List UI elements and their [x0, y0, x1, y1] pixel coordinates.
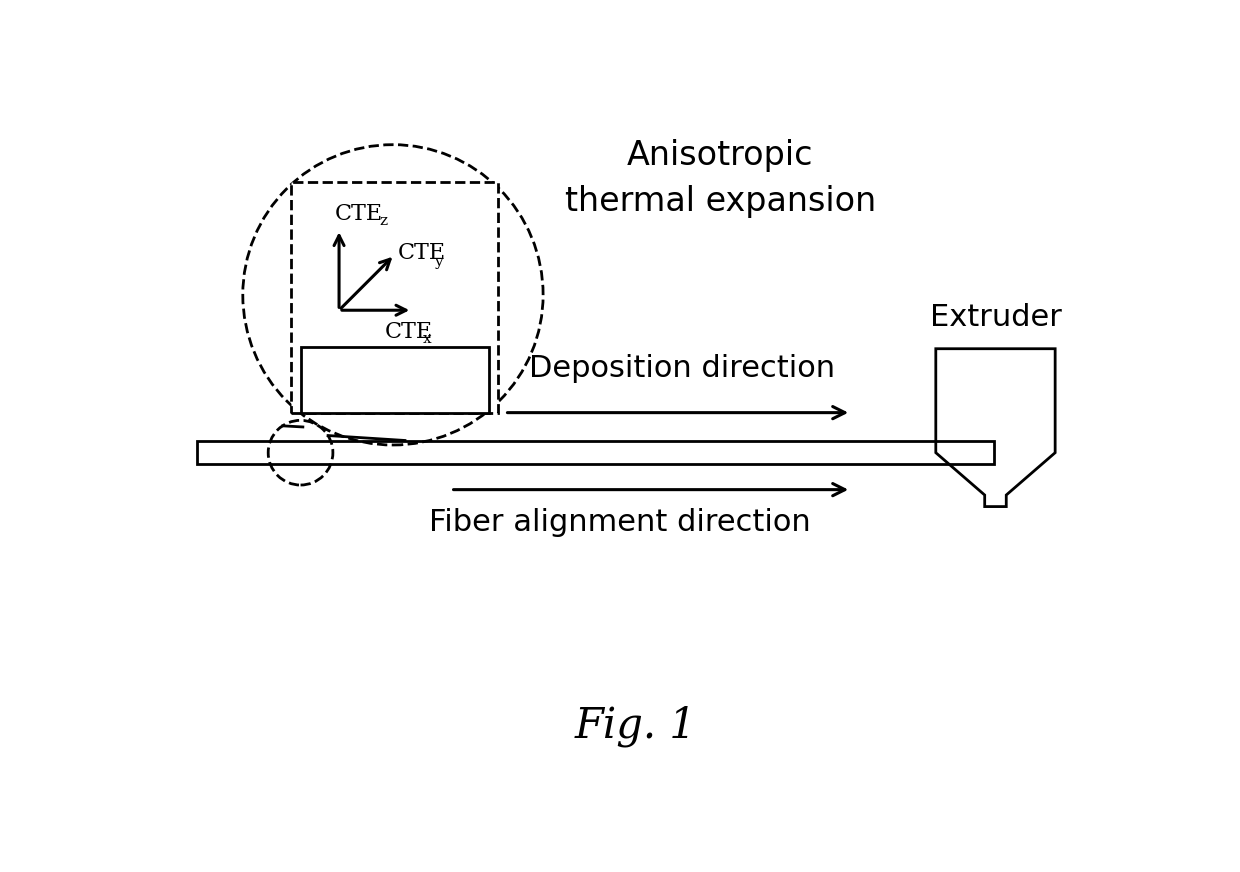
Bar [290, 181, 498, 412]
Text: Extruder: Extruder [930, 303, 1061, 331]
Text: Deposition direction: Deposition direction [528, 354, 835, 384]
Text: CTE: CTE [398, 242, 445, 264]
Text: CTE: CTE [335, 203, 383, 225]
Bar [300, 347, 490, 412]
Text: Fig. 1: Fig. 1 [574, 705, 697, 747]
Text: Fiber alignment direction: Fiber alignment direction [429, 508, 811, 537]
Bar [197, 441, 993, 464]
Text: Anisotropic: Anisotropic [627, 139, 813, 172]
Text: x: x [423, 332, 432, 346]
Text: CTE: CTE [384, 321, 433, 343]
Text: z: z [379, 214, 387, 228]
Text: thermal expansion: thermal expansion [564, 185, 875, 218]
Text: y: y [434, 255, 443, 269]
